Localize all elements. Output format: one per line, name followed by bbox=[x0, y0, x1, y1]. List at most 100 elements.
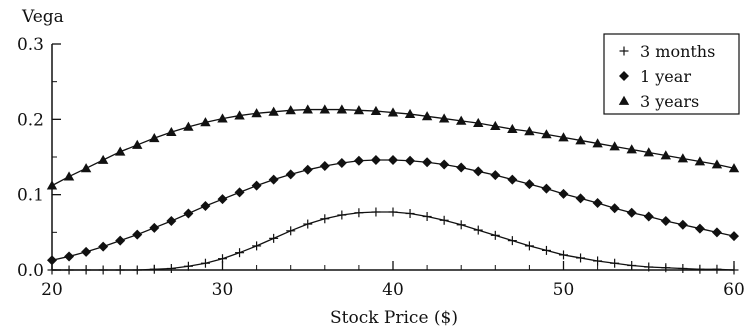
data-point-plus bbox=[115, 265, 125, 275]
data-point-plus bbox=[405, 209, 415, 218]
data-point-triangle bbox=[63, 171, 75, 181]
data-point-diamond bbox=[132, 229, 143, 240]
data-point-diamond bbox=[370, 155, 381, 166]
data-point-triangle bbox=[251, 108, 262, 118]
data-point-triangle bbox=[694, 156, 706, 166]
data-point-diamond bbox=[302, 164, 313, 175]
y-axis-title: Vega bbox=[21, 7, 64, 27]
data-point-diamond bbox=[422, 157, 433, 168]
y-tick-label: 0.0 bbox=[17, 261, 44, 281]
data-point-plus bbox=[218, 254, 227, 264]
data-point-plus bbox=[320, 214, 330, 224]
x-tick-label: 30 bbox=[212, 280, 234, 300]
data-point-diamond bbox=[507, 174, 518, 185]
data-point-diamond bbox=[388, 155, 398, 166]
data-point-triangle bbox=[660, 150, 671, 160]
data-point-plus bbox=[269, 233, 279, 243]
legend-items: 3 months 1 year 3 years bbox=[618, 42, 715, 111]
data-point-diamond bbox=[541, 183, 552, 194]
data-point-plus bbox=[286, 226, 296, 236]
data-point-plus bbox=[712, 264, 722, 274]
data-point-triangle bbox=[46, 180, 58, 190]
data-point-plus bbox=[64, 265, 74, 275]
data-point-triangle bbox=[558, 132, 569, 142]
data-point-plus bbox=[729, 265, 739, 275]
data-point-diamond bbox=[285, 169, 296, 180]
data-point-diamond bbox=[200, 200, 211, 211]
data-point-plus bbox=[695, 264, 705, 274]
data-point-plus bbox=[678, 263, 688, 273]
series-layer bbox=[46, 104, 740, 275]
data-point-diamond bbox=[405, 155, 416, 166]
data-point-diamond bbox=[439, 159, 450, 170]
data-point-triangle bbox=[370, 105, 382, 115]
data-point-diamond bbox=[524, 179, 535, 190]
data-point-diamond bbox=[711, 227, 722, 238]
data-point-plus bbox=[576, 253, 586, 263]
data-point-plus bbox=[593, 256, 603, 266]
data-point-diamond bbox=[456, 162, 467, 173]
series-plus bbox=[47, 207, 739, 275]
data-point-triangle bbox=[387, 107, 399, 117]
data-point-triangle bbox=[438, 113, 450, 123]
data-point-triangle bbox=[217, 113, 228, 123]
data-point-triangle bbox=[421, 111, 433, 121]
legend-marker-triangle bbox=[618, 95, 630, 105]
data-point-plus bbox=[524, 241, 534, 251]
data-point-diamond bbox=[473, 166, 484, 177]
data-point-diamond bbox=[336, 158, 347, 169]
x-ticks: 20 30 40 50 60 bbox=[41, 261, 745, 300]
data-point-plus bbox=[473, 225, 483, 235]
data-point-diamond bbox=[592, 197, 603, 208]
data-point-triangle bbox=[507, 123, 518, 134]
data-point-diamond bbox=[694, 223, 705, 234]
axes: 20 30 40 50 60 0.0 0.1 0.2 0.3 bbox=[17, 35, 745, 300]
data-point-triangle bbox=[490, 120, 501, 131]
data-point-diamond bbox=[183, 208, 194, 219]
data-point-triangle bbox=[97, 154, 109, 164]
data-point-triangle bbox=[456, 115, 467, 125]
data-point-diamond bbox=[626, 207, 637, 218]
data-point-plus bbox=[507, 236, 517, 246]
data-point-triangle bbox=[166, 126, 177, 137]
data-point-plus bbox=[439, 215, 449, 225]
y-ticks: 0.0 0.1 0.2 0.3 bbox=[17, 35, 61, 281]
data-point-plus bbox=[81, 265, 91, 275]
data-point-plus bbox=[354, 208, 364, 218]
data-point-diamond bbox=[251, 180, 262, 191]
data-point-diamond bbox=[115, 235, 126, 246]
data-point-plus bbox=[166, 263, 176, 273]
data-point-triangle bbox=[609, 141, 620, 151]
data-point-plus bbox=[541, 245, 551, 255]
data-point-plus bbox=[610, 258, 620, 268]
data-point-triangle bbox=[626, 144, 637, 154]
data-point-diamond bbox=[268, 174, 279, 185]
x-tick-label: 20 bbox=[41, 280, 63, 300]
data-point-diamond bbox=[575, 193, 586, 204]
data-point-triangle bbox=[677, 153, 689, 163]
data-point-triangle bbox=[728, 163, 740, 173]
y-tick-label: 0.2 bbox=[17, 110, 44, 130]
data-point-triangle bbox=[234, 110, 245, 120]
data-point-triangle bbox=[336, 104, 348, 114]
series-diamond bbox=[47, 155, 739, 266]
data-point-triangle bbox=[541, 129, 552, 139]
data-point-diamond bbox=[729, 231, 739, 242]
legend-label-triangle: 3 years bbox=[640, 92, 699, 111]
data-point-plus bbox=[235, 248, 245, 258]
x-tick-label: 60 bbox=[723, 280, 745, 300]
data-point-diamond bbox=[234, 187, 245, 198]
legend-marker-plus bbox=[619, 46, 629, 56]
data-point-triangle bbox=[183, 121, 194, 131]
data-point-diamond bbox=[490, 170, 501, 181]
data-point-plus bbox=[98, 265, 108, 275]
data-point-triangle bbox=[132, 139, 143, 149]
x-axis-title: Stock Price ($) bbox=[330, 308, 458, 328]
data-point-plus bbox=[388, 207, 398, 217]
legend-label-diamond: 1 year bbox=[640, 67, 691, 86]
data-point-triangle bbox=[302, 104, 313, 114]
x-tick-label: 50 bbox=[553, 280, 575, 300]
data-point-diamond bbox=[677, 219, 688, 230]
data-point-triangle bbox=[353, 105, 365, 115]
